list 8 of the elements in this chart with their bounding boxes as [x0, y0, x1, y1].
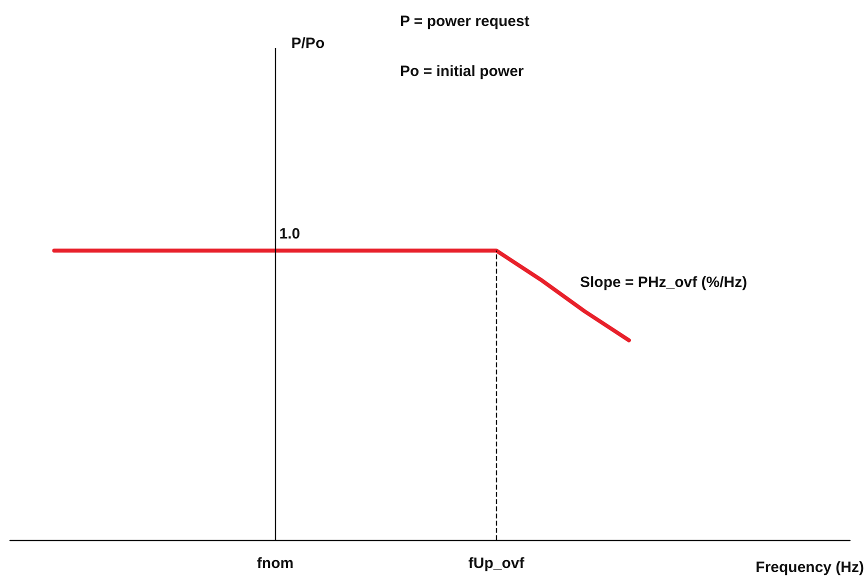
annotation: 1.0 [279, 226, 300, 243]
x-axis-title: Frequency (Hz) [756, 559, 864, 576]
text: P/Po [291, 35, 325, 52]
x-tick-label: fnom [256, 555, 294, 572]
text: P = power request [400, 13, 530, 30]
x-tick-label: fUp_ovf [468, 555, 526, 572]
annotation: Slope = PHz_ovf (%/Hz) [580, 274, 748, 291]
text: Po = initial power [400, 63, 524, 80]
